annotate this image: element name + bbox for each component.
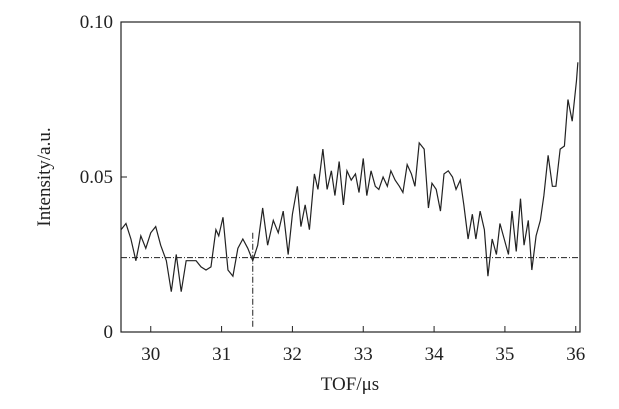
x-tick-label: 30 [141, 344, 160, 365]
x-tick-label: 31 [212, 344, 231, 365]
data-line [120, 62, 579, 292]
x-tick-label: 33 [354, 344, 373, 365]
x-axis-label: TOF/μs [321, 374, 379, 395]
y-tick-label: 0 [104, 322, 114, 343]
plot-frame [120, 21, 581, 333]
y-axis-label: Intensity/a.u. [34, 127, 55, 226]
x-tick-label: 35 [495, 344, 514, 365]
x-tick-label: 34 [425, 344, 445, 365]
y-tick-label: 0.10 [80, 12, 113, 33]
y-tick-label: 0.05 [80, 167, 113, 188]
x-tick-label: 32 [283, 344, 302, 365]
x-tick-label: 36 [566, 344, 585, 365]
